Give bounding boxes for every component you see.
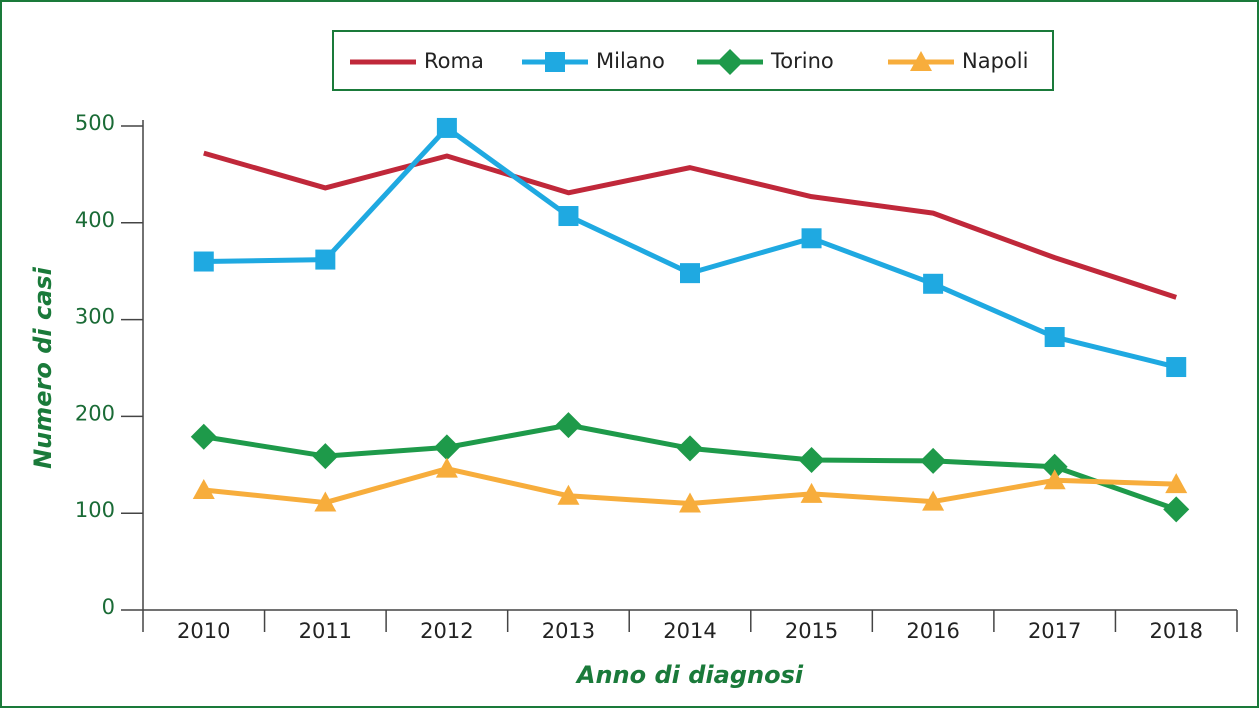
marker <box>1043 469 1066 490</box>
marker <box>677 435 703 462</box>
y-tick-label: 200 <box>75 401 115 425</box>
x-tick-label: 2013 <box>542 619 595 643</box>
marker <box>315 249 336 270</box>
marker <box>923 273 944 294</box>
marker <box>1163 496 1190 523</box>
x-tick-label: 2017 <box>1028 619 1081 643</box>
marker <box>193 251 214 272</box>
x-tick-label: 2010 <box>177 619 230 643</box>
y-tick-label: 100 <box>75 498 115 522</box>
marker <box>557 484 580 505</box>
y-tick-label: 0 <box>102 595 115 619</box>
marker <box>1165 473 1188 494</box>
marker <box>190 423 217 450</box>
marker <box>801 228 822 249</box>
legend-marker <box>545 52 565 72</box>
legend-marker <box>910 51 932 71</box>
marker <box>922 490 945 511</box>
marker <box>435 457 458 478</box>
x-tick-label: 2015 <box>785 619 838 643</box>
legend-label: Torino <box>770 49 834 73</box>
marker <box>558 206 579 227</box>
x-axis-title: Anno di diagnosi <box>575 661 804 689</box>
y-tick-label: 500 <box>75 111 115 135</box>
legend-label: Napoli <box>962 49 1028 73</box>
y-tick-label: 400 <box>75 208 115 232</box>
y-axis-title: Numero di casi <box>29 266 57 469</box>
marker <box>436 117 457 138</box>
legend-marker <box>717 49 743 75</box>
marker <box>1044 327 1065 348</box>
marker <box>555 412 582 439</box>
legend-label: Roma <box>424 49 484 73</box>
x-tick-label: 2011 <box>299 619 352 643</box>
marker <box>312 443 339 470</box>
line-roma <box>203 150 1177 300</box>
x-tick-label: 2016 <box>906 619 959 643</box>
marker <box>1041 453 1068 480</box>
legend-label: Milano <box>596 49 665 73</box>
x-tick-label: 2018 <box>1149 619 1202 643</box>
marker <box>800 482 823 503</box>
x-tick-label: 2014 <box>663 619 716 643</box>
marker <box>433 434 460 461</box>
marker <box>1166 357 1187 378</box>
marker <box>920 447 947 474</box>
y-tick-label: 300 <box>75 305 115 329</box>
marker <box>679 492 701 513</box>
marker <box>192 478 215 499</box>
x-tick-label: 2012 <box>420 619 473 643</box>
marker <box>314 491 337 512</box>
marker <box>680 263 700 284</box>
marker <box>798 446 825 473</box>
